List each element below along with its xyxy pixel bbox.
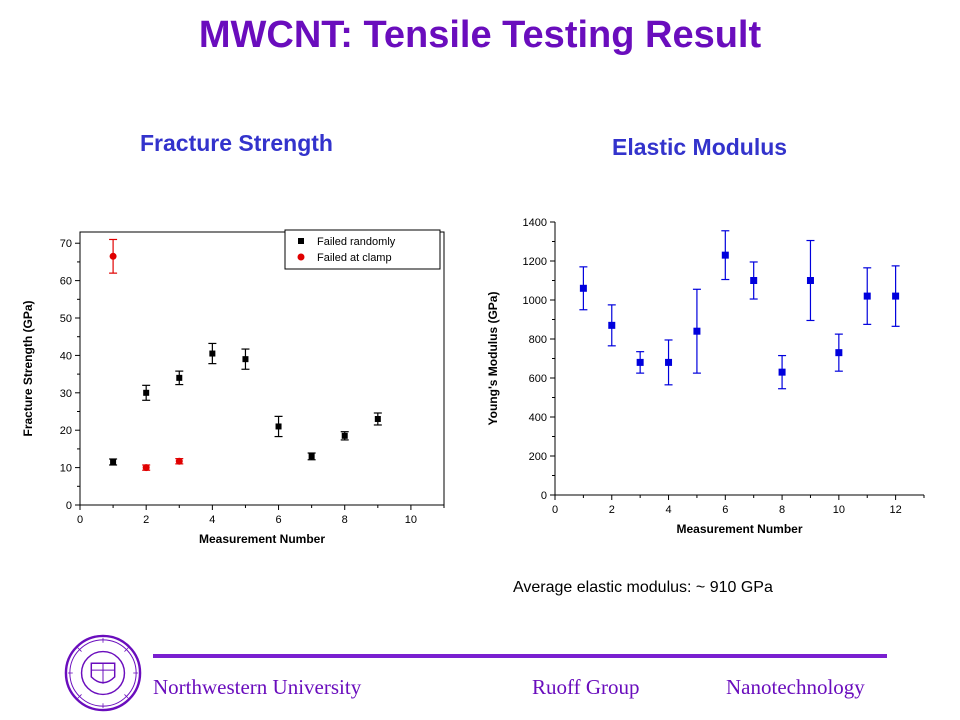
data-point <box>175 457 183 465</box>
fracture-strength-heading: Fracture Strength <box>140 130 333 156</box>
data-point <box>721 251 729 259</box>
y-tick-label: 0 <box>541 490 547 502</box>
x-tick-label: 8 <box>779 504 785 516</box>
x-axis-label: Measurement Number <box>199 532 325 546</box>
legend-marker <box>298 238 304 244</box>
data-point <box>806 277 814 284</box>
x-axis-label: Measurement Number <box>676 522 802 536</box>
data-point <box>693 327 701 335</box>
data-point <box>275 423 282 430</box>
data-point <box>835 349 843 357</box>
data-point <box>608 321 616 329</box>
x-tick-label: 0 <box>552 504 558 516</box>
elastic-modulus-heading: Elastic Modulus <box>612 134 788 160</box>
y-tick-label: 70 <box>60 238 72 250</box>
legend-label: Failed at clamp <box>317 252 392 264</box>
y-axis-label: Young's Modulus (GPa) <box>486 292 500 426</box>
y-tick-label: 1000 <box>523 295 547 307</box>
data-point <box>176 374 183 381</box>
x-tick-label: 4 <box>209 514 215 526</box>
data-point <box>142 464 150 472</box>
x-tick-label: 4 <box>665 504 671 516</box>
data-point <box>892 292 900 300</box>
data-point <box>209 350 216 357</box>
x-tick-label: 0 <box>77 514 83 526</box>
y-tick-label: 200 <box>529 451 547 463</box>
data-point <box>778 368 786 376</box>
y-tick-label: 30 <box>60 388 72 400</box>
legend-box <box>284 229 441 270</box>
x-tick-label: 2 <box>143 514 149 526</box>
data-point <box>143 389 150 396</box>
x-tick-label: 12 <box>889 504 901 516</box>
legend-marker <box>297 253 305 261</box>
footer-divider <box>153 654 887 658</box>
footer-field: Nanotechnology <box>726 675 865 699</box>
y-tick-label: 50 <box>60 313 72 325</box>
data-point <box>110 458 117 465</box>
x-tick-label: 6 <box>722 504 728 516</box>
slide-title: MWCNT: Tensile Testing Result <box>198 14 762 56</box>
legend-label: Failed randomly <box>317 236 396 248</box>
y-tick-label: 10 <box>60 463 72 475</box>
data-point <box>750 277 758 284</box>
y-axis-label: Fracture Strength (GPa) <box>21 300 35 436</box>
data-point <box>665 358 673 366</box>
x-tick-label: 10 <box>405 514 417 526</box>
y-tick-label: 0 <box>66 500 72 512</box>
y-tick-label: 400 <box>529 412 547 424</box>
university-seal-icon <box>64 634 142 712</box>
data-point <box>109 252 117 260</box>
data-point <box>579 284 587 292</box>
y-tick-label: 1200 <box>523 256 547 268</box>
x-tick-label: 2 <box>609 504 615 516</box>
average-modulus-note: Average elastic modulus: ~ 910 GPa <box>513 579 773 596</box>
y-tick-label: 60 <box>60 276 72 288</box>
y-tick-label: 1400 <box>523 217 547 229</box>
y-tick-label: 40 <box>60 350 72 362</box>
footer-group: Ruoff Group <box>532 675 640 699</box>
y-tick-label: 600 <box>529 373 547 385</box>
y-tick-label: 20 <box>60 425 72 437</box>
data-point <box>242 356 249 363</box>
plot-frame <box>79 231 445 506</box>
x-tick-label: 8 <box>342 514 348 526</box>
data-point <box>308 453 315 460</box>
x-tick-label: 6 <box>275 514 281 526</box>
data-point <box>341 432 348 439</box>
x-tick-label: 10 <box>833 504 845 516</box>
footer-university: Northwestern University <box>153 675 362 699</box>
data-point <box>636 358 644 366</box>
y-tick-label: 800 <box>529 334 547 346</box>
data-point <box>863 292 871 300</box>
data-point <box>374 415 381 422</box>
